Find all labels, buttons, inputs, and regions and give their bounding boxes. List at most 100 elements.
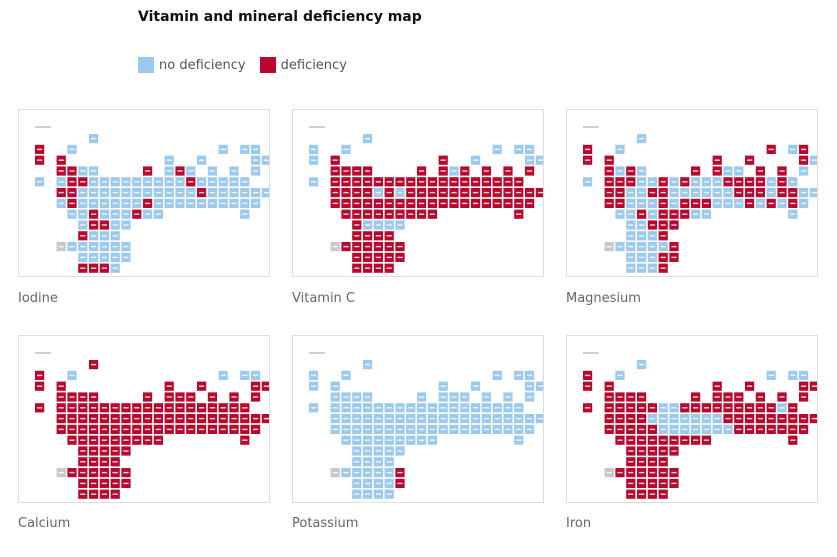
region-tile-mark	[537, 385, 543, 387]
region-tile-mark	[263, 385, 269, 387]
region-tile-mark	[617, 407, 623, 409]
region-tile-mark	[527, 148, 533, 151]
region-tile-mark	[462, 191, 468, 194]
region-tile-mark	[231, 417, 237, 420]
region-tile-mark	[714, 191, 720, 194]
region-tile-mark	[177, 428, 183, 431]
region-tile-mark	[332, 245, 338, 248]
region-tile-mark	[354, 493, 360, 495]
region-tile-mark	[91, 202, 97, 205]
region-tile-mark	[91, 450, 97, 452]
region-tile-mark	[660, 450, 666, 452]
region-tile-mark	[649, 493, 655, 495]
region-tile-mark	[101, 235, 107, 237]
region-tile-mark	[354, 439, 360, 441]
region-tile-mark	[80, 202, 86, 205]
region-tile-mark	[112, 245, 118, 248]
region-tile-mark	[91, 170, 97, 172]
region-tile-mark	[505, 181, 511, 183]
region-tile-mark	[231, 407, 237, 409]
region-tile-mark	[375, 461, 381, 463]
region-tile-mark	[188, 191, 194, 194]
region-tile-mark	[199, 159, 205, 161]
region-tile-mark	[80, 450, 86, 452]
region-tile-mark	[145, 181, 151, 183]
region-tile-mark	[639, 417, 645, 420]
region-tile-mark	[693, 202, 699, 205]
region-tile-mark	[671, 471, 677, 474]
region-tile-mark	[494, 202, 500, 205]
region-tile-mark	[231, 191, 237, 194]
region-tile-mark	[451, 417, 457, 420]
region-tile-mark	[660, 428, 666, 431]
region-tile-mark	[166, 191, 172, 194]
region-tile-mark	[649, 245, 655, 248]
region-tile-mark	[649, 439, 655, 441]
region-tile-mark	[386, 224, 392, 226]
region-tile-mark	[343, 202, 349, 205]
region-tile-mark	[451, 181, 457, 183]
region-tile-mark	[725, 181, 731, 183]
region-tile-mark	[505, 428, 511, 431]
region-tile-mark	[585, 181, 591, 183]
region-tile-mark	[354, 245, 360, 248]
region-tile-mark	[628, 235, 634, 237]
region-tile-mark	[714, 428, 720, 431]
region-tile-mark	[714, 396, 720, 398]
region-tile-mark	[332, 202, 338, 205]
region-tile-mark	[473, 181, 479, 183]
region-tile-mark	[123, 471, 129, 474]
region-tile-mark	[606, 159, 612, 161]
region-tile-mark	[145, 213, 151, 215]
region-tile-mark	[166, 396, 172, 398]
region-tile-mark	[671, 482, 677, 485]
region-tile-mark	[462, 202, 468, 205]
region-tile-mark	[199, 407, 205, 409]
region-tile-mark	[386, 493, 392, 495]
region-tile-mark	[58, 385, 64, 387]
region-tile-mark	[473, 385, 479, 387]
region-tile-mark	[639, 245, 645, 248]
region-tile-mark	[263, 159, 269, 161]
region-tile-mark	[199, 202, 205, 205]
region-tile-mark	[91, 482, 97, 485]
tile-map	[309, 352, 543, 499]
region-tile-mark	[155, 439, 161, 441]
region-tile-mark	[768, 428, 774, 431]
region-tile-mark	[617, 428, 623, 431]
region-tile-mark	[365, 224, 371, 226]
region-tile-mark	[462, 417, 468, 420]
region-tile-mark	[628, 482, 634, 485]
region-tile-mark	[682, 213, 688, 215]
region-tile-mark	[80, 396, 86, 398]
region-tile-mark	[91, 428, 97, 431]
region-tile-mark	[703, 213, 709, 215]
region-tile-mark	[263, 191, 269, 194]
region-tile-mark	[429, 202, 435, 205]
region-tile-mark	[375, 245, 381, 248]
region-tile-mark	[69, 245, 75, 248]
region-tile-mark	[311, 407, 317, 409]
region-tile-mark	[209, 428, 215, 431]
region-tile-mark	[220, 148, 226, 151]
region-tile-mark	[419, 170, 425, 172]
region-tile-mark	[123, 224, 129, 226]
region-tile-mark	[790, 428, 796, 431]
region-tile-mark	[811, 417, 817, 420]
region-tile-mark	[58, 191, 64, 194]
region-tile-mark	[682, 428, 688, 431]
region-tile-mark	[375, 235, 381, 237]
region-tile-mark	[80, 191, 86, 194]
region-tile-mark	[231, 396, 237, 398]
region-tile-mark	[779, 428, 785, 431]
region-tile-mark	[242, 417, 248, 420]
region-tile-mark	[736, 202, 742, 205]
region-tile-mark	[639, 439, 645, 441]
region-tile-mark	[375, 407, 381, 409]
tile-map	[583, 126, 817, 273]
region-tile-mark	[617, 245, 623, 248]
region-tile-mark	[80, 267, 86, 269]
region-tile-mark	[69, 439, 75, 441]
region-tile-mark	[311, 385, 317, 387]
region-tile-mark	[779, 396, 785, 398]
